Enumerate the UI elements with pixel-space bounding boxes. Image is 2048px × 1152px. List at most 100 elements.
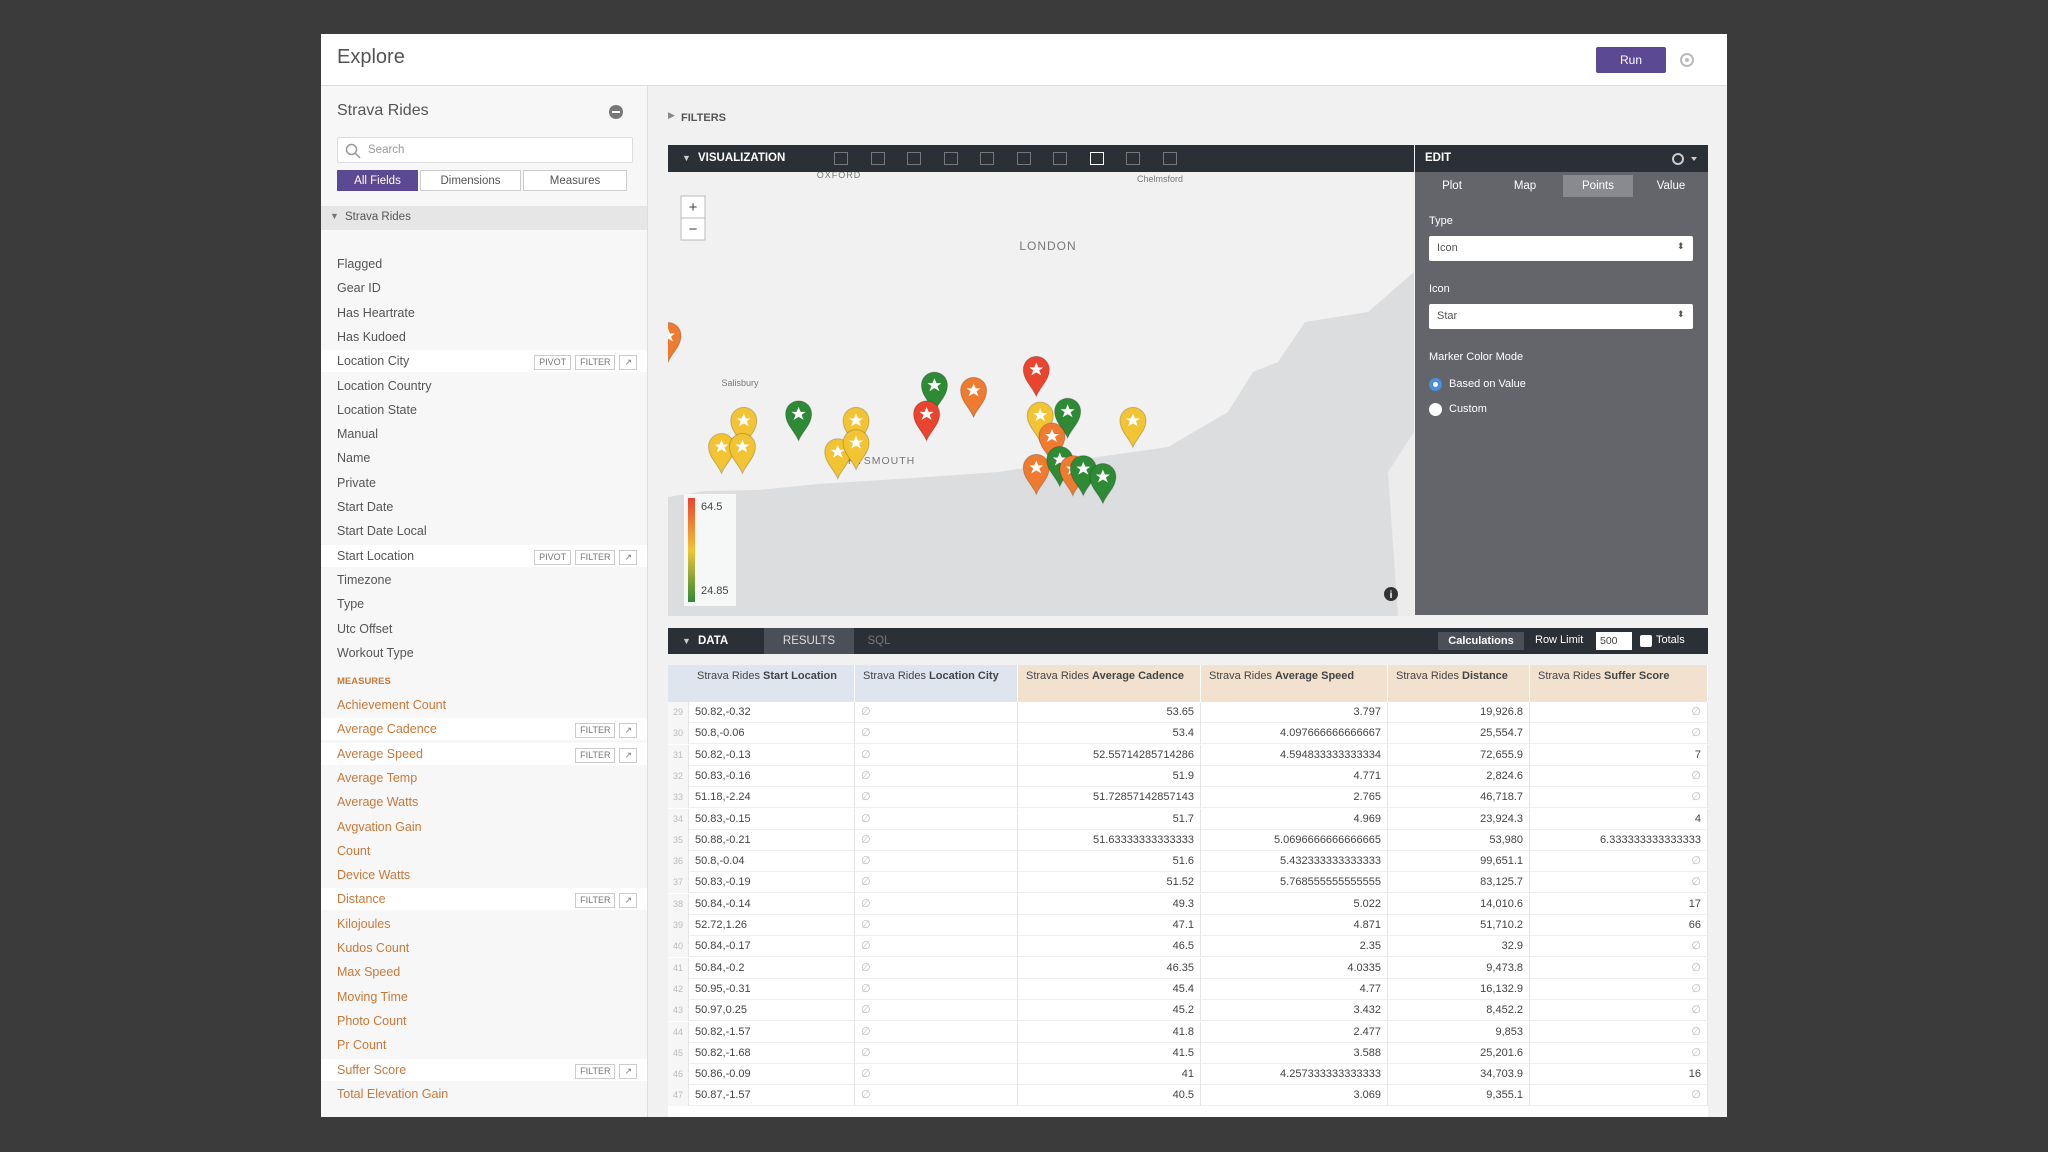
field-item[interactable]: Achievement Count: [321, 694, 647, 716]
column-header[interactable]: Strava Rides Average Cadence: [1018, 665, 1201, 702]
chart-type-icon[interactable]: [834, 152, 848, 165]
field-item[interactable]: Gear ID: [321, 277, 647, 299]
field-item[interactable]: Kilojoules: [321, 913, 647, 935]
settings-icon[interactable]: [1678, 51, 1696, 69]
field-item[interactable]: Location Country: [321, 375, 647, 397]
field-item[interactable]: Kudos Count: [321, 937, 647, 959]
column-header[interactable]: Strava Rides Distance: [1388, 665, 1530, 702]
measures-heading: MEASURES: [337, 676, 391, 687]
chart-type-icon[interactable]: [1089, 152, 1104, 165]
field-item[interactable]: Utc Offset: [321, 618, 647, 640]
map-place-label: OXFORD: [817, 172, 862, 180]
field-link[interactable]: ↗: [619, 355, 637, 371]
field-item[interactable]: Photo Count: [321, 1010, 647, 1032]
search-box[interactable]: Search: [337, 137, 633, 163]
chart-type-icon[interactable]: [1162, 152, 1177, 165]
field-item[interactable]: Total Elevation Gain: [321, 1083, 647, 1105]
column-header[interactable]: Strava Rides Location City: [855, 665, 1018, 702]
field-link[interactable]: ↗: [619, 747, 637, 763]
field-link[interactable]: ↗: [619, 893, 637, 909]
chart-type-icon[interactable]: [1053, 152, 1067, 165]
chart-type-icon[interactable]: [1016, 152, 1031, 165]
data-tab[interactable]: DATA: [698, 635, 729, 647]
field-link[interactable]: ↗: [619, 723, 637, 739]
info-icon: [1384, 587, 1398, 601]
field-item[interactable]: Has Heartrate: [321, 302, 647, 324]
field-item[interactable]: Average Temp: [321, 767, 647, 789]
edit-tab[interactable]: Points: [1563, 175, 1633, 197]
field-action[interactable]: FILTER: [575, 1063, 616, 1079]
field-item[interactable]: Max Speed: [321, 961, 647, 983]
field-item[interactable]: Manual: [321, 423, 647, 445]
field-action[interactable]: FILTER: [575, 893, 616, 909]
table-cell: 50.86,-0.09: [689, 1064, 855, 1086]
totals-checkbox[interactable]: [1640, 635, 1652, 647]
data-tab[interactable]: SQL: [867, 635, 891, 647]
edit-tab[interactable]: Map: [1513, 180, 1537, 192]
column-header[interactable]: Strava Rides Suffer Score: [1530, 665, 1708, 702]
radio[interactable]: [1429, 403, 1442, 416]
column-header[interactable]: Strava Rides Average Speed: [1201, 665, 1388, 702]
field-item[interactable]: Device Watts: [321, 864, 647, 886]
collapse-icon[interactable]: [608, 104, 624, 120]
filters-toggle[interactable]: FILTERS: [681, 112, 727, 124]
calculations-button[interactable]: Calculations: [1438, 632, 1524, 650]
table-cell: 41: [668, 957, 689, 979]
field-action[interactable]: FILTER: [575, 355, 616, 371]
field-item[interactable]: Count: [321, 840, 647, 862]
chart-type-icon[interactable]: [907, 152, 921, 165]
group-header[interactable]: Strava Rides ▼: [321, 206, 647, 230]
column-header[interactable]: Strava Rides Start Location: [689, 665, 855, 702]
field-item[interactable]: Average Speed FILTER ↗: [321, 742, 647, 765]
map[interactable]: OXFORD Chelmsford LONDON Salisbury PORTSMOUT…: [668, 172, 1414, 616]
field-item[interactable]: Flagged: [321, 253, 647, 275]
icon-select[interactable]: Star: [1429, 304, 1693, 329]
chart-type-icon[interactable]: [980, 152, 994, 165]
field-tab[interactable]: Dimensions: [420, 170, 521, 191]
field-action[interactable]: PIVOT: [534, 549, 572, 565]
field-item[interactable]: Average Cadence FILTER ↗: [321, 718, 647, 741]
field-action[interactable]: PIVOT: [534, 355, 572, 371]
row-limit-input[interactable]: 500: [1596, 632, 1632, 650]
field-item[interactable]: Workout Type: [321, 642, 647, 664]
field-item[interactable]: Has Kudoed: [321, 326, 647, 348]
field-item[interactable]: Location State: [321, 399, 647, 421]
field-label: Kudos Count: [337, 941, 410, 955]
field-item[interactable]: Type: [321, 593, 647, 615]
visualization-title[interactable]: VISUALIZATION: [698, 152, 786, 164]
radio[interactable]: [1429, 378, 1442, 391]
chart-type-icon[interactable]: [1126, 152, 1140, 165]
field-item[interactable]: Name: [321, 447, 647, 469]
field-actions: FILTER ↗: [571, 1059, 637, 1081]
field-tab[interactable]: Measures: [523, 170, 627, 191]
run-button[interactable]: Run: [1596, 47, 1666, 73]
column-field: Average Speed: [1275, 670, 1355, 682]
chart-type-icon[interactable]: [943, 152, 958, 165]
edit-settings[interactable]: [1671, 151, 1701, 167]
field-action[interactable]: FILTER: [575, 549, 616, 565]
field-item[interactable]: Avgvation Gain: [321, 816, 647, 838]
field-item[interactable]: Start Location PIVOT FILTER ↗: [321, 544, 647, 567]
type-select[interactable]: Icon: [1429, 236, 1693, 261]
field-item[interactable]: Timezone: [321, 569, 647, 591]
edit-tab[interactable]: Plot: [1442, 180, 1462, 192]
field-tab[interactable]: All Fields: [337, 170, 418, 191]
marker-star: [849, 435, 864, 449]
edit-tab[interactable]: Value: [1656, 180, 1686, 192]
field-item[interactable]: Suffer Score FILTER ↗: [321, 1058, 647, 1081]
chart-type-icon[interactable]: [870, 152, 885, 165]
field-item[interactable]: Start Date: [321, 496, 647, 518]
field-item[interactable]: Pr Count: [321, 1034, 647, 1056]
field-item[interactable]: Moving Time: [321, 986, 647, 1008]
field-item[interactable]: Distance FILTER ↗: [321, 888, 647, 911]
field-action[interactable]: FILTER: [575, 723, 616, 739]
field-item[interactable]: Average Watts: [321, 791, 647, 813]
field-item[interactable]: Location City PIVOT FILTER ↗: [321, 350, 647, 373]
field-item[interactable]: Start Date Local: [321, 520, 647, 542]
field-link[interactable]: ↗: [619, 1063, 637, 1079]
field-link[interactable]: ↗: [619, 549, 637, 565]
table-cell: ∅: [855, 936, 1018, 958]
field-item[interactable]: Private: [321, 472, 647, 494]
data-tab[interactable]: RESULTS: [764, 628, 854, 654]
field-action[interactable]: FILTER: [575, 747, 616, 763]
